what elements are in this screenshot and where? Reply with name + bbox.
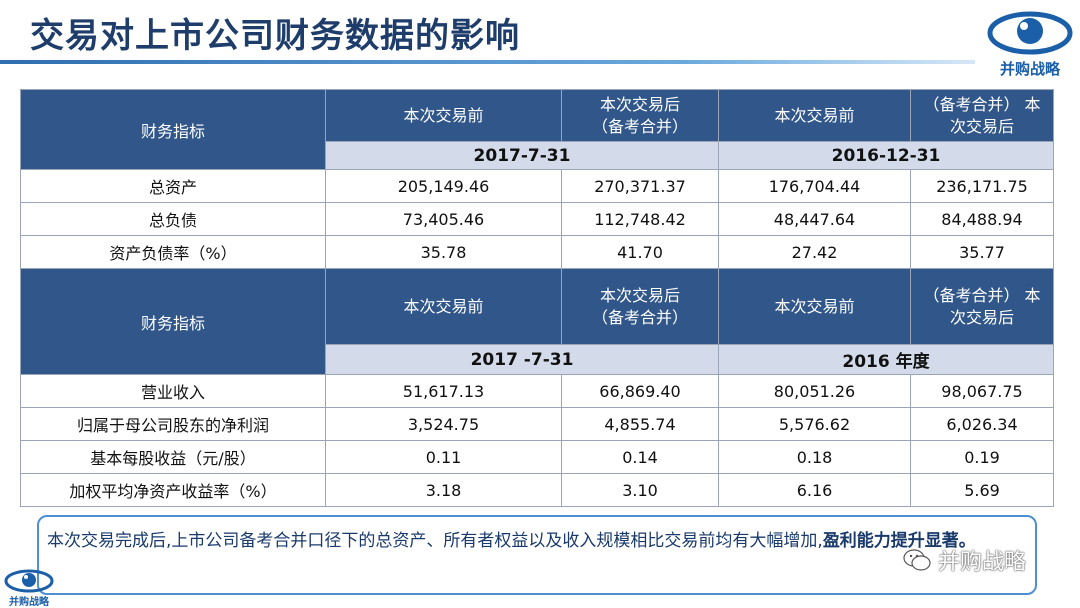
brand-logo-small: 并购战略 xyxy=(2,566,56,608)
col-after-header: （备考合并） 本 次交易后 xyxy=(910,268,1054,345)
period-label: 2017 -7-31 xyxy=(325,344,719,375)
cell-value: 0.18 xyxy=(718,440,911,474)
cell-value: 3,524.75 xyxy=(325,407,562,441)
cell-value: 0.11 xyxy=(325,440,562,474)
row-label: 资产负债率（%） xyxy=(20,235,326,269)
cell-value: 3.18 xyxy=(325,473,562,507)
cell-value: 73,405.46 xyxy=(325,202,562,236)
col-after-header: （备考合并） 本 次交易后 xyxy=(910,89,1054,142)
cell-value: 6,026.34 xyxy=(910,407,1054,441)
row-label: 总负债 xyxy=(20,202,326,236)
table-row: 资产负债率（%） 35.78 41.70 27.42 35.77 xyxy=(20,235,1054,269)
title-underline xyxy=(0,60,975,64)
period-label: 2016-12-31 xyxy=(718,141,1054,170)
cell-value: 35.78 xyxy=(325,235,562,269)
cell-value: 270,371.37 xyxy=(561,169,719,203)
col-after-header-line1: （备考合并） 本 xyxy=(923,285,1041,305)
col-after-header-line1: （备考合并） 本 xyxy=(923,94,1041,114)
table2-header-row: 财务指标 本次交易前 本次交易后 （备考合并） 本次交易前 （备考合并） 本 次… xyxy=(20,268,1054,375)
col-before-header: 本次交易前 xyxy=(325,89,562,142)
cell-value: 51,617.13 xyxy=(325,374,562,408)
cell-value: 98,067.75 xyxy=(910,374,1054,408)
row-label: 营业收入 xyxy=(20,374,326,408)
col-after-header-line1: 本次交易后 xyxy=(599,285,680,305)
row-label: 总资产 xyxy=(20,169,326,203)
summary-text: 本次交易完成后,上市公司备考合并口径下的总资产、所有者权益以及收入规模相比交易前… xyxy=(47,531,823,551)
cell-value: 6.16 xyxy=(718,473,911,507)
col-after-header-line2: （备考合并） xyxy=(591,116,688,136)
cell-value: 176,704.44 xyxy=(718,169,911,203)
col-after-header: 本次交易后 （备考合并） xyxy=(561,268,719,345)
brand-name-small: 并购战略 xyxy=(9,597,49,608)
wechat-watermark: 并购战略 xyxy=(902,545,1026,575)
cell-value: 112,748.42 xyxy=(561,202,719,236)
col-after-header: 本次交易后 （备考合并） xyxy=(561,89,719,142)
indicator-header: 财务指标 xyxy=(20,268,326,375)
eye-icon xyxy=(987,11,1073,55)
cell-value: 5,576.62 xyxy=(718,407,911,441)
wechat-icon xyxy=(903,549,931,571)
cell-value: 35.77 xyxy=(910,235,1054,269)
financial-impact-table: 财务指标 本次交易前 本次交易后 （备考合并） 本次交易前 （备考合并） 本 次… xyxy=(20,89,1054,507)
row-label: 归属于母公司股东的净利润 xyxy=(20,407,326,441)
table-row: 总负债 73,405.46 112,748.42 48,447.64 84,48… xyxy=(20,202,1054,236)
summary-emphasis: 盈利能力提升显著。 xyxy=(822,531,976,551)
period-label: 2017-7-31 xyxy=(325,141,719,170)
period-label: 2016 年度 xyxy=(718,344,1054,375)
cell-value: 84,488.94 xyxy=(910,202,1054,236)
cell-value: 4,855.74 xyxy=(561,407,719,441)
table-row: 基本每股收益（元/股） 0.11 0.14 0.18 0.19 xyxy=(20,440,1054,474)
indicator-header: 财务指标 xyxy=(20,89,326,170)
table-row: 加权平均净资产收益率（%） 3.18 3.10 6.16 5.69 xyxy=(20,473,1054,507)
col-before-header: 本次交易前 xyxy=(718,89,911,142)
cell-value: 3.10 xyxy=(561,473,719,507)
cell-value: 236,171.75 xyxy=(910,169,1054,203)
cell-value: 66,869.40 xyxy=(561,374,719,408)
brand-name: 并购战略 xyxy=(999,60,1060,78)
col-after-header-line2: 次交易后 xyxy=(949,116,1014,136)
cell-value: 5.69 xyxy=(910,473,1054,507)
table2-period-row: 2017 -7-31 2016 年度 xyxy=(21,344,1054,375)
col-after-header-line2: （备考合并） xyxy=(591,307,688,327)
cell-value: 0.19 xyxy=(910,440,1054,474)
cell-value: 41.70 xyxy=(561,235,719,269)
cell-value: 48,447.64 xyxy=(718,202,911,236)
cell-value: 0.14 xyxy=(561,440,719,474)
table-row: 总资产 205,149.46 270,371.37 176,704.44 236… xyxy=(20,169,1054,203)
table-row: 归属于母公司股东的净利润 3,524.75 4,855.74 5,576.62 … xyxy=(20,407,1054,441)
col-before-header: 本次交易前 xyxy=(325,268,562,345)
col-after-header-line2: 次交易后 xyxy=(949,307,1014,327)
col-before-header: 本次交易前 xyxy=(718,268,911,345)
cell-value: 27.42 xyxy=(718,235,911,269)
page-title: 交易对上市公司财务数据的影响 xyxy=(30,16,520,56)
row-label: 加权平均净资产收益率（%） xyxy=(20,473,326,507)
brand-logo: 并购战略 xyxy=(985,6,1075,82)
eye-icon xyxy=(4,569,54,593)
col-after-header-line1: 本次交易后 xyxy=(599,94,680,114)
cell-value: 205,149.46 xyxy=(325,169,562,203)
summary-note: 本次交易完成后,上市公司备考合并口径下的总资产、所有者权益以及收入规模相比交易前… xyxy=(37,515,1037,595)
table1-header-row: 财务指标 本次交易前 本次交易后 （备考合并） 本次交易前 （备考合并） 本 次… xyxy=(20,89,1054,170)
table-row: 营业收入 51,617.13 66,869.40 80,051.26 98,06… xyxy=(20,374,1054,408)
watermark-text: 并购战略 xyxy=(938,550,1027,575)
row-label: 基本每股收益（元/股） xyxy=(20,440,326,474)
cell-value: 80,051.26 xyxy=(718,374,911,408)
